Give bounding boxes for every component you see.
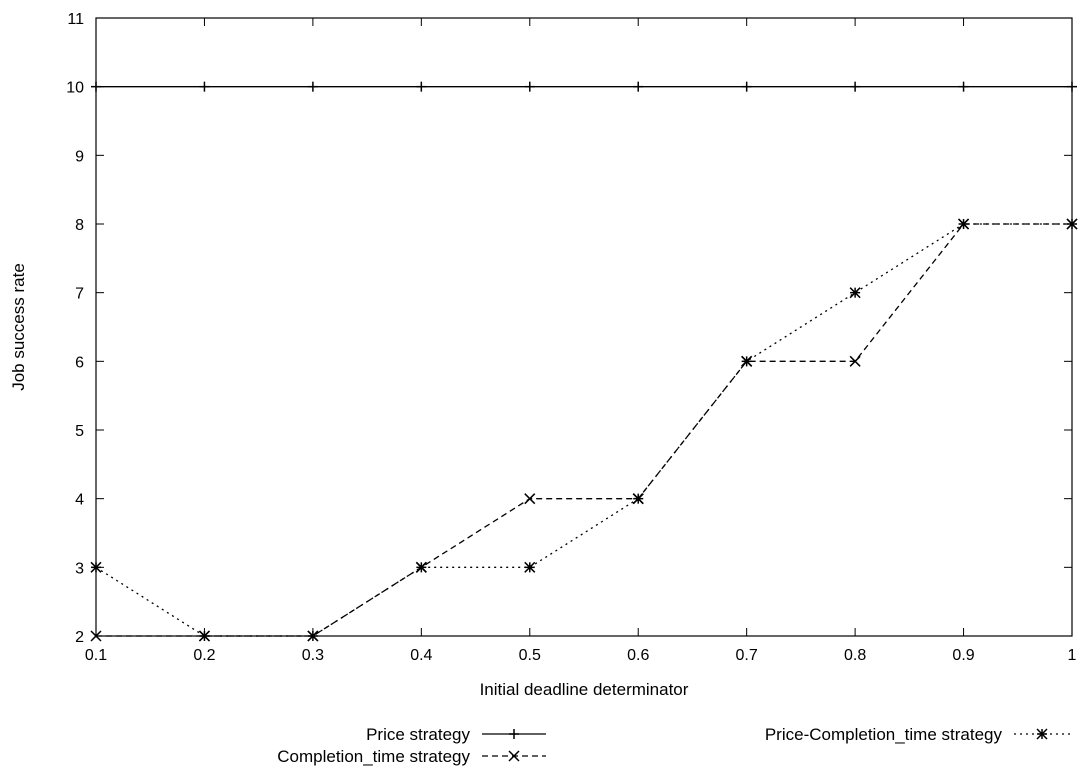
- legend-marker: [508, 750, 520, 762]
- data-point-marker: [741, 355, 753, 367]
- x-tick-label: 0.4: [410, 647, 432, 664]
- x-tick-label: 0.7: [736, 647, 758, 664]
- data-point-marker: [849, 287, 861, 299]
- y-tick-label: 6: [75, 354, 84, 371]
- series-line: [96, 223, 1072, 637]
- series-layer: [90, 81, 1078, 642]
- x-tick-label: 0.8: [844, 647, 866, 664]
- data-point-marker: [307, 630, 319, 642]
- y-tick-label: 9: [75, 148, 84, 165]
- legend-item: Price strategy: [366, 725, 546, 744]
- data-point-marker: [415, 561, 427, 573]
- legend: Price strategy Completion_time strategy Pr…: [277, 725, 1070, 766]
- data-point-marker: [632, 493, 644, 505]
- y-tick-label: 3: [75, 560, 84, 577]
- series-2: [90, 218, 1078, 642]
- y-tick-label: 7: [75, 286, 84, 303]
- data-point-marker: [524, 561, 536, 573]
- x-axis-label: Initial deadline determinator: [480, 680, 689, 699]
- series-1: [91, 81, 1077, 92]
- data-point-marker: [90, 561, 102, 573]
- legend-marker: [1036, 728, 1048, 740]
- legend-label: Completion_time strategy: [277, 747, 470, 766]
- x-tick-label: 0.1: [85, 647, 107, 664]
- y-tick-label: 2: [75, 629, 84, 646]
- ticks-layer: 0.1 0.2 0.3 0.4 0.5 0.6 0.7 0.8 0.9 1 2 3 4 5 6 7 8 9 10 11: [66, 11, 1076, 664]
- legend-item: Price-Completion_time strategy: [765, 725, 1070, 744]
- data-point-marker: [90, 630, 102, 642]
- x-tick-label: 0.3: [302, 647, 324, 664]
- y-tick-label: 10: [66, 80, 84, 97]
- x-tick-label: 1: [1068, 647, 1077, 664]
- series-line: [95, 223, 1072, 637]
- y-axis-label: Job success rate: [9, 263, 28, 391]
- legend-label: Price strategy: [366, 725, 470, 744]
- y-tick-label: 4: [75, 492, 84, 509]
- data-point-marker: [198, 630, 210, 642]
- y-tick-label: 5: [75, 423, 84, 440]
- x-tick-label: 0.9: [952, 647, 974, 664]
- data-point-marker: [849, 355, 861, 367]
- data-point-marker: [958, 218, 970, 230]
- y-tick-label: 8: [75, 217, 84, 234]
- data-point-marker: [524, 493, 536, 505]
- data-point-marker: [1066, 218, 1078, 230]
- legend-item: Completion_time strategy: [277, 747, 546, 766]
- x-tick-label: 0.2: [193, 647, 215, 664]
- y-tick-label: 11: [67, 11, 84, 28]
- plot-frame: [95, 17, 1073, 637]
- x-tick-label: 0.6: [627, 647, 649, 664]
- legend-label: Price-Completion_time strategy: [765, 725, 1003, 744]
- x-tick-label: 0.5: [519, 647, 541, 664]
- series-3: [90, 218, 1078, 642]
